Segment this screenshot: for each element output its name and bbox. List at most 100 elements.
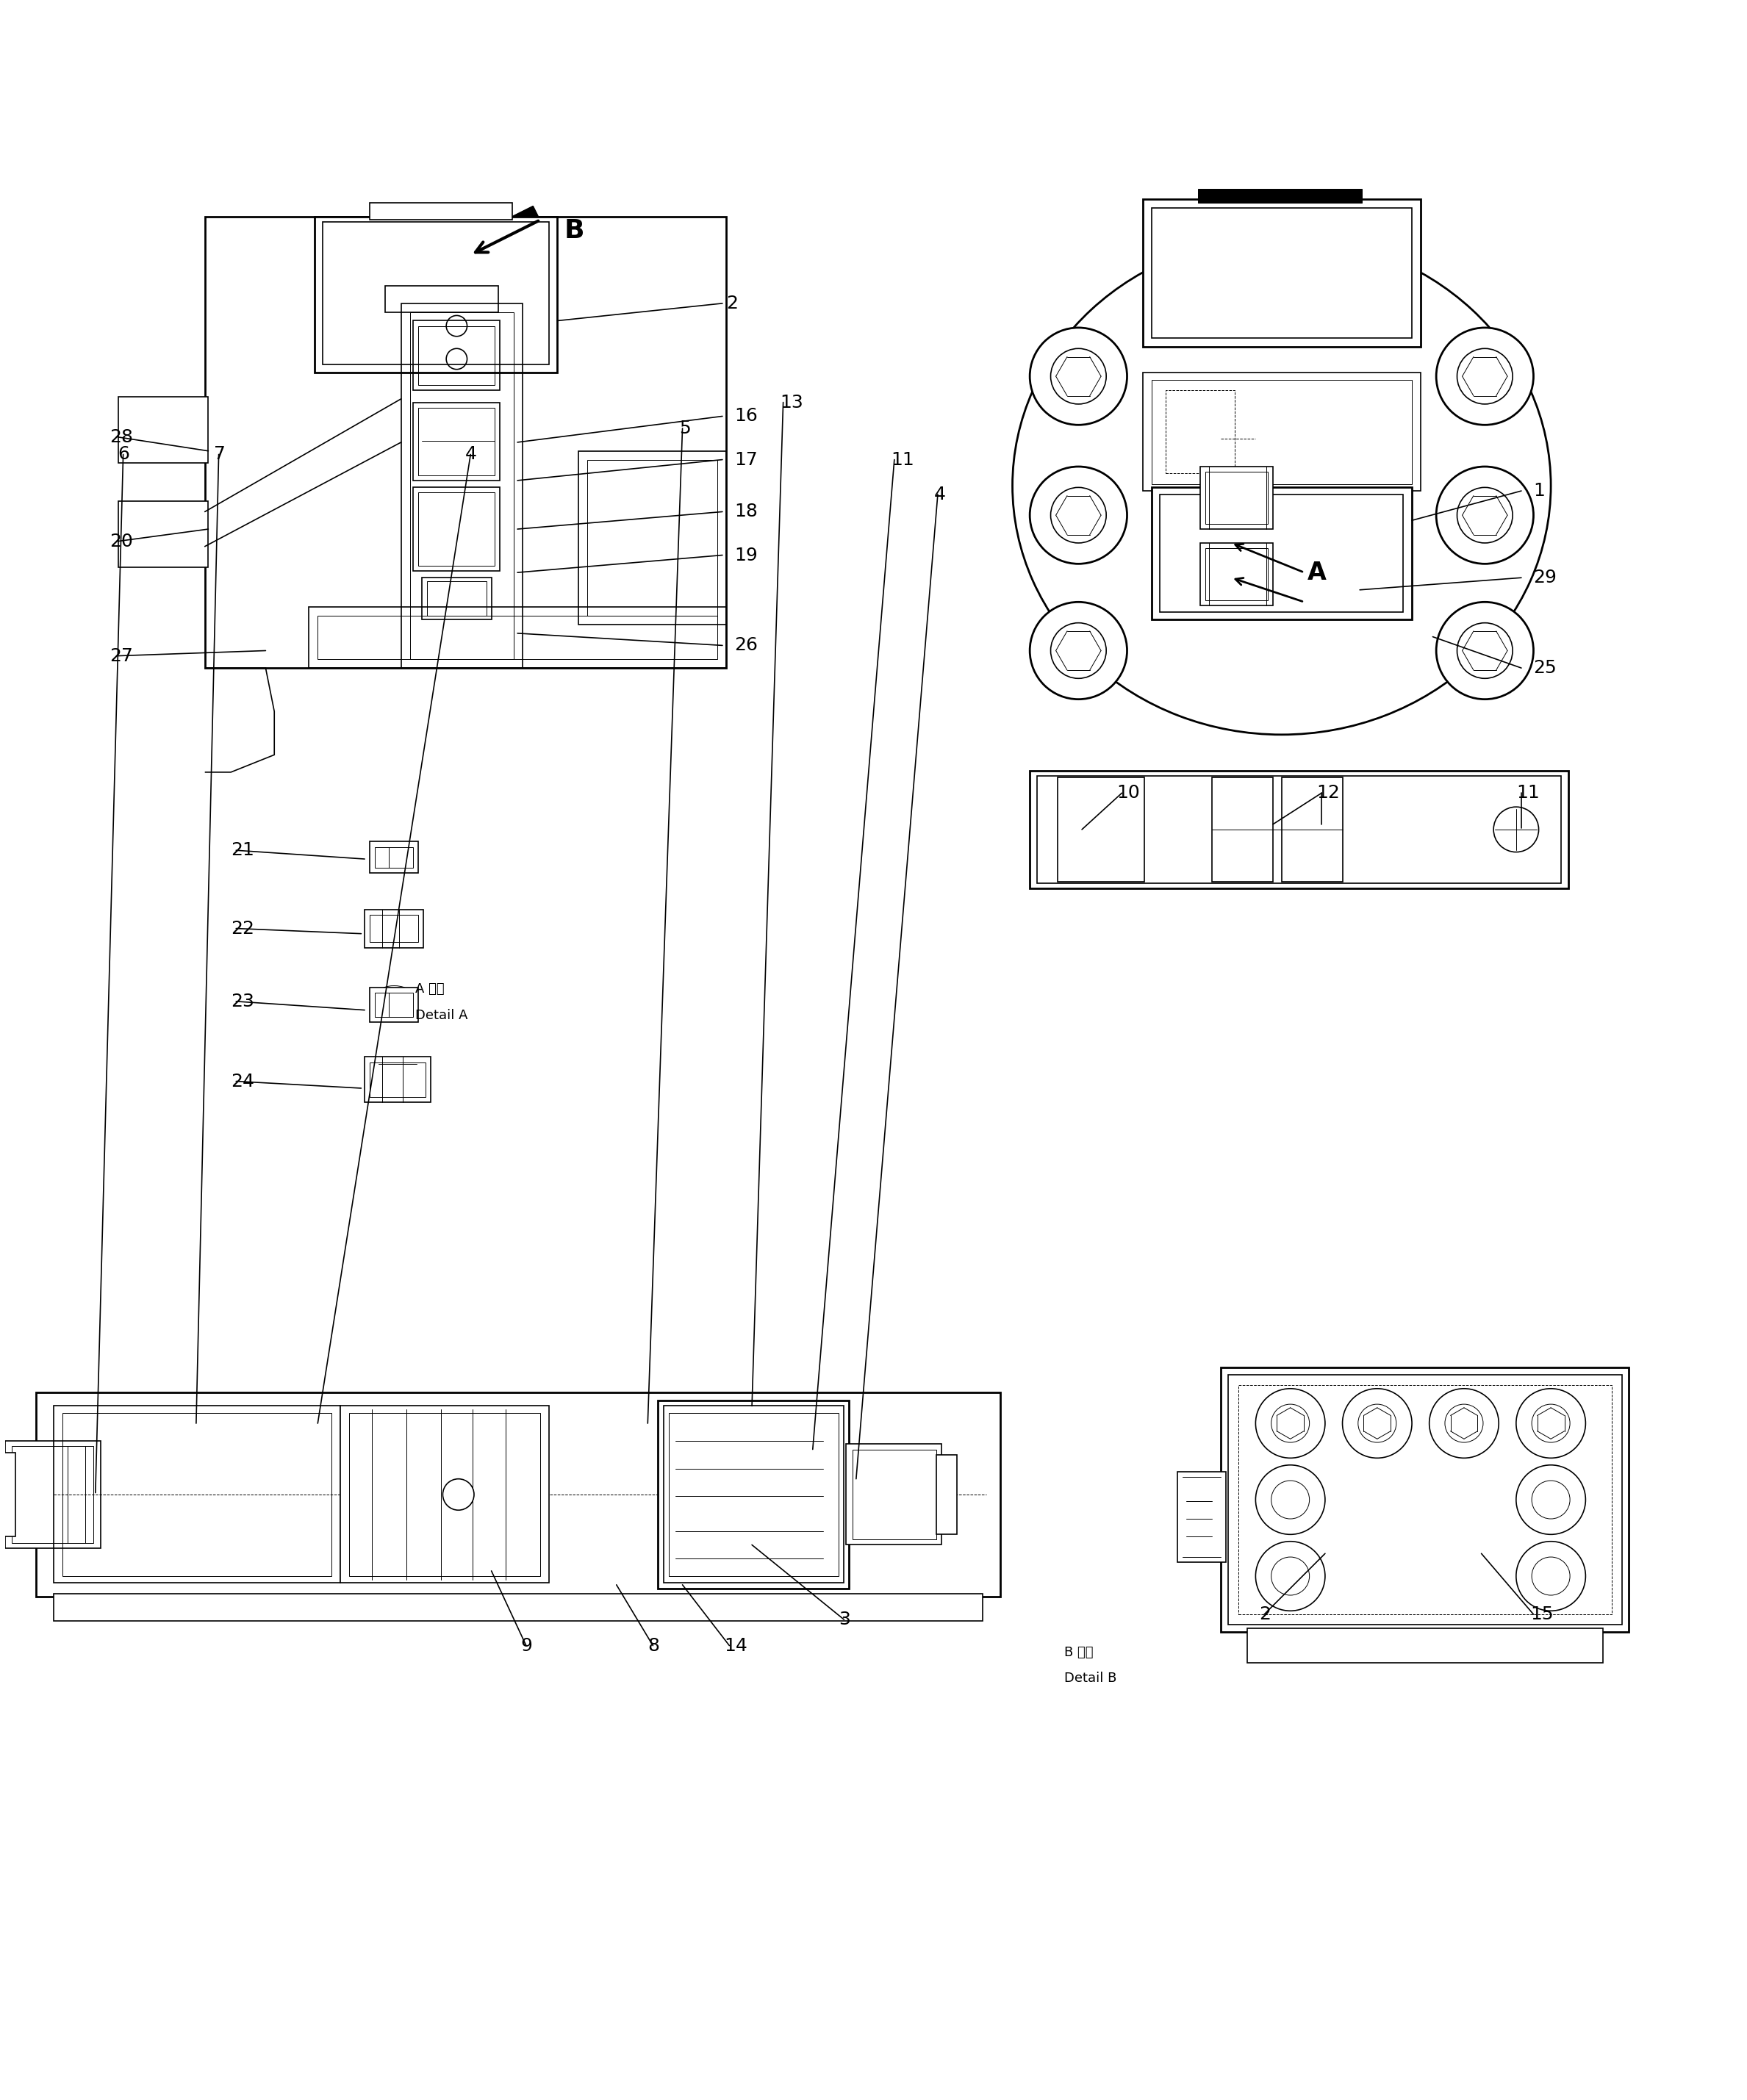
Bar	[578, 452, 725, 624]
Circle shape	[1494, 806, 1539, 853]
Text: 29: 29	[1534, 569, 1557, 586]
Bar	[349, 1413, 540, 1577]
Bar	[1165, 391, 1235, 472]
Bar	[54, 1594, 984, 1621]
Circle shape	[1532, 1480, 1571, 1518]
Text: 9: 9	[521, 1636, 533, 1655]
Bar	[63, 1413, 332, 1577]
Circle shape	[1272, 1556, 1310, 1596]
Bar	[323, 223, 549, 363]
Bar	[309, 607, 725, 668]
Text: 24: 24	[231, 1073, 255, 1090]
Circle shape	[1272, 1480, 1310, 1518]
Text: B 詳細: B 詳細	[1064, 1646, 1094, 1659]
Text: 5: 5	[680, 420, 690, 437]
Text: 26: 26	[734, 636, 758, 655]
Bar	[1200, 544, 1274, 605]
Text: 18: 18	[734, 502, 758, 521]
Bar	[318, 615, 718, 659]
Bar	[5, 1441, 101, 1548]
Bar	[1143, 200, 1420, 346]
Bar	[1228, 1376, 1621, 1625]
Text: 6: 6	[119, 445, 129, 464]
Text: 19: 19	[734, 546, 758, 565]
Text: 25: 25	[1534, 659, 1557, 676]
Bar	[428, 582, 486, 615]
Bar	[423, 578, 491, 619]
Circle shape	[1357, 1405, 1396, 1443]
Circle shape	[1532, 1556, 1571, 1596]
Circle shape	[1029, 328, 1127, 424]
Bar	[370, 916, 419, 943]
Text: 12: 12	[1317, 783, 1340, 802]
Bar	[1200, 466, 1274, 529]
Bar	[37, 1392, 1001, 1596]
Circle shape	[442, 1478, 473, 1510]
Text: 20: 20	[110, 533, 133, 550]
Text: 16: 16	[734, 407, 758, 424]
Bar	[376, 993, 414, 1016]
Circle shape	[1445, 1405, 1483, 1443]
Bar	[119, 397, 208, 464]
Text: 8: 8	[648, 1636, 659, 1655]
Circle shape	[1256, 1541, 1324, 1611]
Bar	[846, 1445, 942, 1546]
Text: 2: 2	[1260, 1606, 1270, 1623]
Circle shape	[1516, 1388, 1586, 1457]
Bar	[370, 204, 512, 220]
Bar	[1282, 777, 1342, 882]
Bar	[1205, 548, 1268, 601]
Text: 14: 14	[725, 1636, 748, 1655]
Text: 13: 13	[779, 393, 804, 412]
Circle shape	[1029, 466, 1127, 563]
Text: 4: 4	[935, 485, 947, 504]
Text: 15: 15	[1530, 1606, 1553, 1623]
Bar	[1057, 777, 1144, 882]
Bar	[1221, 1367, 1628, 1632]
Text: 27: 27	[110, 647, 133, 666]
Bar	[669, 1413, 839, 1577]
Text: 11: 11	[891, 452, 914, 468]
Bar	[414, 487, 500, 571]
Bar	[54, 1407, 341, 1583]
Bar	[587, 460, 718, 615]
Circle shape	[1029, 603, 1127, 699]
Text: 3: 3	[839, 1611, 851, 1628]
Bar	[204, 216, 725, 668]
Bar	[370, 987, 419, 1023]
Bar	[365, 1056, 430, 1102]
Bar	[1151, 380, 1412, 483]
Bar	[664, 1407, 844, 1583]
Circle shape	[1532, 1405, 1571, 1443]
Bar	[1160, 494, 1403, 613]
Bar	[370, 842, 419, 874]
Circle shape	[1429, 1388, 1499, 1457]
Circle shape	[1516, 1466, 1586, 1535]
Bar	[411, 313, 514, 659]
Bar	[376, 846, 414, 867]
Bar	[341, 1407, 549, 1583]
Text: 23: 23	[231, 993, 255, 1010]
Text: 7: 7	[213, 445, 225, 464]
Bar	[414, 403, 500, 481]
Bar	[1205, 473, 1268, 523]
Text: 11: 11	[1516, 783, 1539, 802]
Circle shape	[1272, 1405, 1310, 1443]
Bar	[419, 326, 494, 384]
Bar	[936, 1455, 957, 1535]
Circle shape	[1516, 1541, 1586, 1611]
Text: Detail A: Detail A	[416, 1008, 468, 1023]
Bar	[370, 1063, 426, 1096]
Bar	[1036, 775, 1562, 884]
Bar	[402, 302, 522, 668]
FancyArrow shape	[470, 206, 547, 260]
Text: A 詳細: A 詳細	[416, 983, 444, 995]
Bar	[1247, 1628, 1604, 1663]
Circle shape	[1436, 466, 1534, 563]
Bar	[419, 407, 494, 475]
Bar	[1239, 1386, 1612, 1615]
Text: 17: 17	[734, 452, 758, 468]
Circle shape	[1436, 328, 1534, 424]
Bar	[1198, 189, 1361, 204]
Circle shape	[1256, 1466, 1324, 1535]
